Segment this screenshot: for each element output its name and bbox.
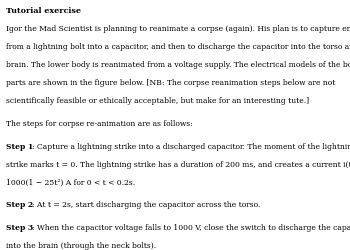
Text: into the brain (through the neck bolts).: into the brain (through the neck bolts). xyxy=(6,241,156,249)
Text: : When the capacitor voltage falls to 1000 V, close the switch to discharge the : : When the capacitor voltage falls to 10… xyxy=(32,223,350,231)
Text: Tutorial exercise: Tutorial exercise xyxy=(6,7,81,15)
Text: 1000(1 − 25t²) A for 0 < t < 0.2s.: 1000(1 − 25t²) A for 0 < t < 0.2s. xyxy=(6,178,135,186)
Text: parts are shown in the figure below. [NB: The corpse reanimation steps below are: parts are shown in the figure below. [NB… xyxy=(6,79,336,87)
Text: Step 1: Step 1 xyxy=(6,142,34,150)
Text: The steps for corpse re-animation are as follows:: The steps for corpse re-animation are as… xyxy=(6,120,193,128)
Text: from a lightning bolt into a capacitor, and then to discharge the capacitor into: from a lightning bolt into a capacitor, … xyxy=(6,43,350,51)
Text: strike marks t = 0. The lightning strike has a duration of 200 ms, and creates a: strike marks t = 0. The lightning strike… xyxy=(6,160,350,168)
Text: scientifically feasible or ethically acceptable, but make for an interesting tut: scientifically feasible or ethically acc… xyxy=(6,97,309,105)
Text: brain. The lower body is reanimated from a voltage supply. The electrical models: brain. The lower body is reanimated from… xyxy=(6,61,350,69)
Text: Igor the Mad Scientist is planning to reanimate a corpse (again). His plan is to: Igor the Mad Scientist is planning to re… xyxy=(6,25,350,33)
Text: Step 2: Step 2 xyxy=(6,200,33,208)
Text: : Capture a lightning strike into a discharged capacitor. The moment of the ligh: : Capture a lightning strike into a disc… xyxy=(32,142,350,150)
Text: Step 3: Step 3 xyxy=(6,223,34,231)
Text: : At t = 2s, start discharging the capacitor across the torso.: : At t = 2s, start discharging the capac… xyxy=(32,200,260,208)
